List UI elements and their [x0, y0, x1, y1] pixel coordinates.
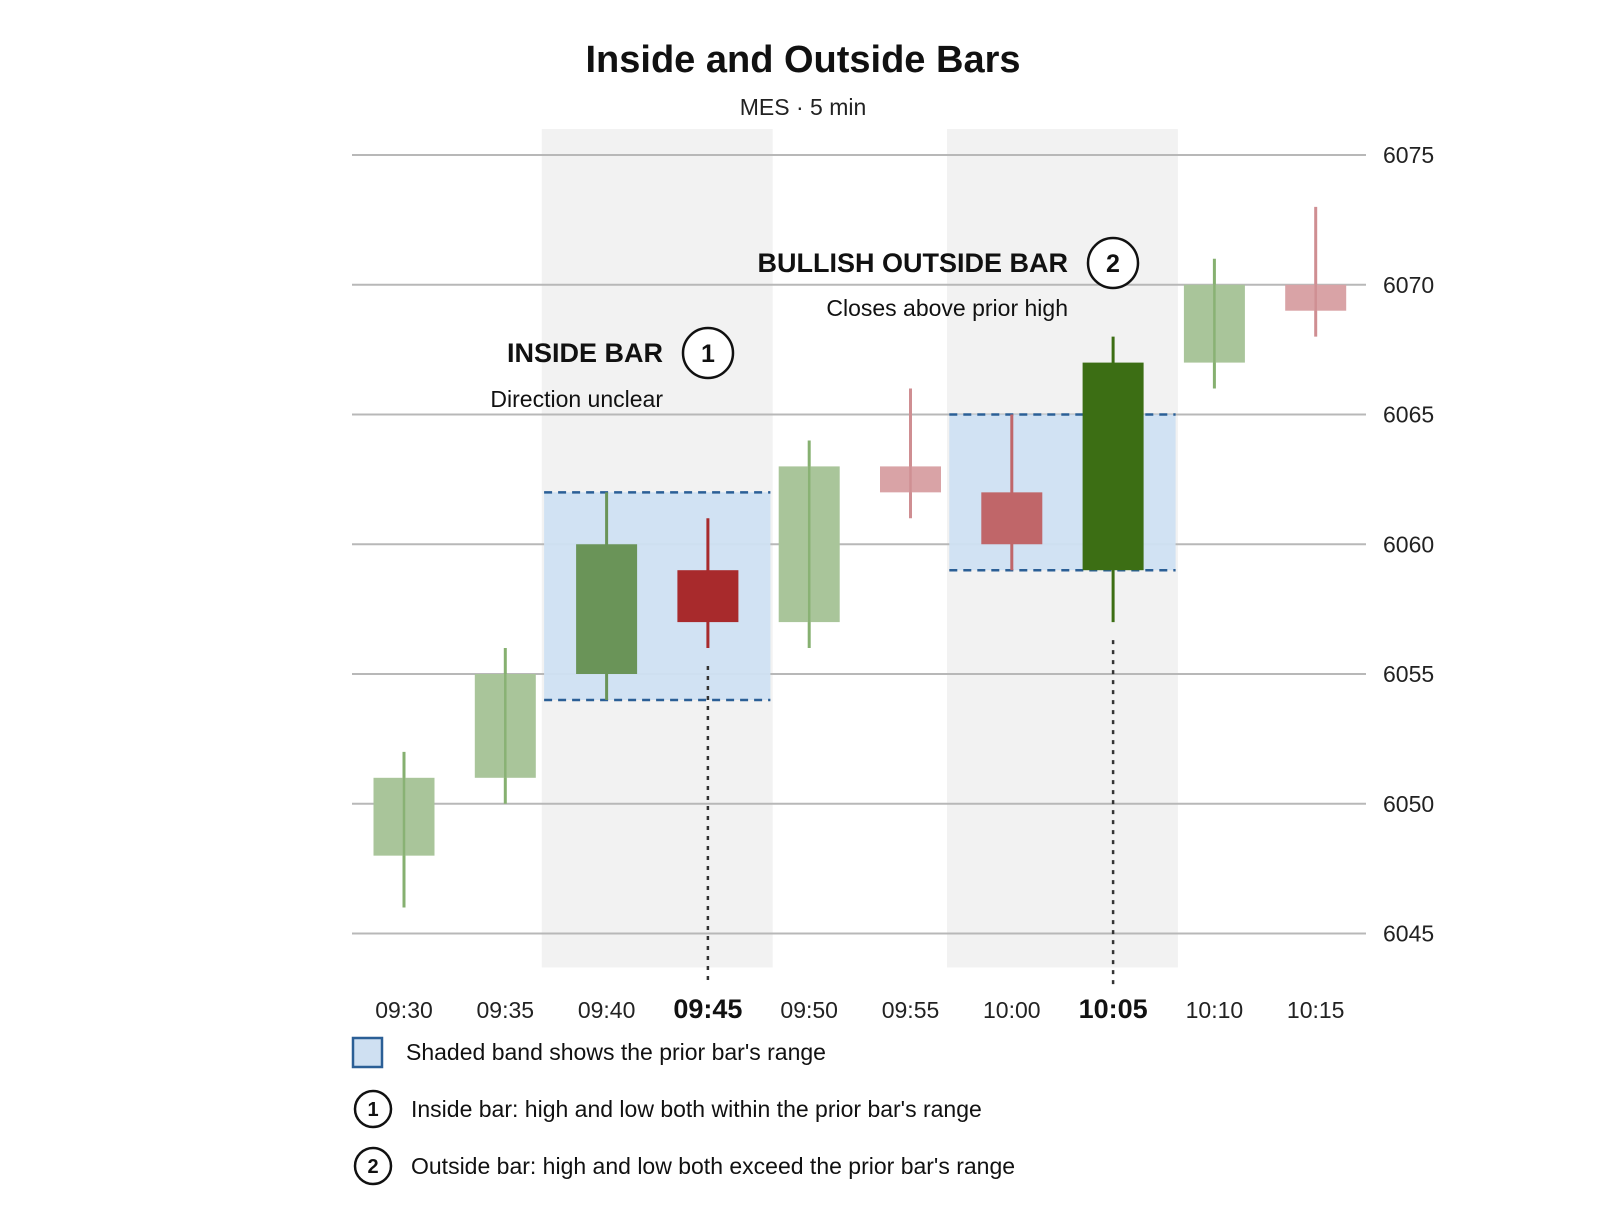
y-tick-label: 6045 — [1383, 921, 1434, 947]
candle-body — [981, 492, 1043, 545]
x-axis-ticks: 09:30 09:35 09:40 09:45 09:50 09:55 10:00 10:05… — [375, 994, 1344, 1024]
annotation-2: BULLISH OUTSIDE BAR Closes above prior hi… — [758, 236, 1140, 321]
legend: Shaded band shows the prior bar's range 1… — [351, 1036, 1015, 1186]
annotation-1: INSIDE BAR Direction unclear 1 — [490, 326, 735, 412]
legend-badge-circle — [353, 1146, 393, 1186]
legend-item-3: 2 Outside bar: high and low both exceed t… — [353, 1146, 1015, 1186]
legend-text: Inside bar: high and low both within the… — [411, 1096, 982, 1122]
x-tick-label: 10:15 — [1287, 997, 1345, 1023]
y-axis-ticks: 6045 6050 6055 6060 6065 6070 6075 — [1383, 142, 1434, 947]
candle-1010 — [1183, 258, 1245, 389]
y-tick-label: 6055 — [1383, 661, 1434, 687]
guide-lines — [706, 640, 1115, 985]
legend-badge-number: 2 — [367, 1156, 378, 1178]
x-tick-label: 09:45 — [673, 994, 742, 1024]
candle-body — [1082, 362, 1144, 571]
y-tick-label: 6075 — [1383, 142, 1434, 168]
annotations: INSIDE BAR Direction unclear 1 BULLISH OUTS… — [490, 236, 1140, 412]
x-tick-label: 09:35 — [477, 997, 535, 1023]
chart-subtitle: MES · 5 min — [740, 94, 867, 120]
badge-circle — [681, 326, 735, 380]
candle-0930 — [373, 751, 435, 908]
candle-0950 — [778, 440, 840, 649]
x-tick-label: 10:00 — [983, 997, 1041, 1023]
candle-0945 — [677, 518, 739, 649]
candle-0955 — [880, 388, 941, 519]
chart-title: Inside and Outside Bars — [586, 39, 1021, 81]
y-tick-label: 6050 — [1383, 791, 1434, 817]
y-tick-label: 6060 — [1383, 531, 1434, 557]
x-tick-label: 09:30 — [375, 997, 433, 1023]
legend-item-2: 1 Inside bar: high and low both within th… — [353, 1089, 982, 1129]
legend-badge-circle — [353, 1089, 393, 1129]
badge-number: 2 — [1106, 250, 1120, 278]
badge-circle — [1086, 236, 1140, 290]
x-tick-label: 10:10 — [1186, 997, 1244, 1023]
legend-text: Shaded band shows the prior bar's range — [406, 1039, 826, 1065]
annotation-title: BULLISH OUTSIDE BAR — [758, 248, 1069, 278]
x-tick-label: 09:50 — [780, 997, 838, 1023]
annotation-title: INSIDE BAR — [507, 338, 663, 368]
annotation-text: Direction unclear — [490, 386, 663, 412]
candles — [373, 206, 1347, 908]
y-tick-label: 6070 — [1383, 272, 1434, 298]
candle-1000 — [981, 414, 1043, 571]
candle-1005 — [1082, 336, 1144, 623]
candle-1015 — [1285, 206, 1347, 337]
legend-text: Outside bar: high and low both exceed th… — [411, 1153, 1015, 1179]
candle-body — [576, 544, 638, 674]
legend-item-1: Shaded band shows the prior bar's range — [351, 1036, 826, 1069]
candle-0940 — [576, 492, 638, 700]
y-tick-label: 6065 — [1383, 402, 1434, 428]
annotation-text: Closes above prior high — [826, 295, 1068, 321]
legend-band-swatch — [351, 1036, 384, 1069]
x-tick-label: 09:40 — [578, 997, 636, 1023]
badge-number: 1 — [701, 340, 715, 368]
candle-body — [677, 570, 739, 623]
x-tick-label: 10:05 — [1079, 994, 1148, 1024]
legend-badge-number: 1 — [367, 1099, 378, 1121]
candle-0935 — [474, 648, 536, 804]
x-tick-label: 09:55 — [882, 997, 940, 1023]
